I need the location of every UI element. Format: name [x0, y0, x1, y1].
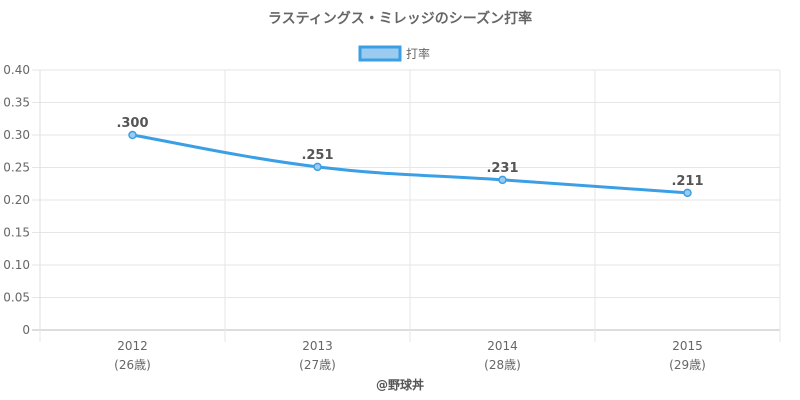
x-tick-sublabel: (26歳) — [114, 358, 151, 372]
x-tick-label: 2014 — [487, 339, 518, 353]
y-tick-label: 0.30 — [3, 128, 30, 142]
data-point[interactable] — [128, 130, 137, 140]
x-axis: 2012 (26歳) 2013 (27歳) 2014 (28歳) 2015 (29歳) — [114, 339, 706, 372]
data-point[interactable] — [683, 188, 692, 198]
data-point[interactable] — [313, 162, 322, 172]
y-tick-label: 0.35 — [3, 96, 30, 110]
chart-title: ラスティングス・ミレッジのシーズン打率 — [268, 10, 532, 27]
data-label: .251 — [301, 148, 333, 163]
y-tick-label: 0.10 — [3, 258, 30, 272]
x-tick-label: 2012 — [117, 339, 148, 353]
x-tick-label: 2013 — [302, 339, 333, 353]
series-line — [131, 133, 689, 195]
x-tick-sublabel: (28歳) — [484, 358, 521, 372]
x-tick-sublabel: (29歳) — [669, 358, 706, 372]
data-label: .231 — [486, 161, 518, 176]
y-tick-label: 0.20 — [3, 193, 30, 207]
y-tick-label: 0.05 — [3, 291, 30, 305]
credit-text: @野球丼 — [376, 377, 424, 392]
x-tick-sublabel: (27歳) — [299, 358, 336, 372]
legend-swatch — [358, 45, 402, 62]
y-tick-label: 0 — [22, 323, 30, 337]
legend[interactable]: 打率 — [358, 45, 430, 62]
y-tick-label: 0.25 — [3, 161, 30, 175]
y-axis: 0 0.05 0.10 0.15 0.20 0.25 0.30 0.35 0.40 — [3, 63, 30, 337]
data-label: .300 — [116, 116, 148, 131]
y-tick-label: 0.40 — [3, 63, 30, 77]
legend-label-batting-average: 打率 — [406, 46, 430, 61]
gridlines — [32, 69, 781, 342]
x-tick-label: 2015 — [672, 339, 703, 353]
data-point[interactable] — [498, 175, 507, 185]
data-label: .211 — [671, 174, 703, 189]
y-tick-label: 0.15 — [3, 226, 30, 240]
series-batting-average: .300 .251 .231 .211 — [116, 116, 704, 198]
